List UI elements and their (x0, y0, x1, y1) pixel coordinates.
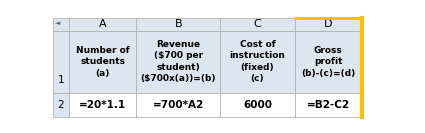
Bar (221, 93, 295, 117)
Bar (69, 31, 136, 93)
Text: B: B (175, 19, 182, 30)
Bar (295, 18, 362, 31)
Bar (136, 31, 221, 93)
Bar (295, 93, 362, 117)
Bar (136, 93, 221, 117)
Bar (53, 31, 69, 93)
Text: 1: 1 (58, 75, 64, 85)
Text: 6000: 6000 (243, 100, 272, 110)
Text: =B2-C2: =B2-C2 (307, 100, 350, 110)
Bar (221, 31, 295, 93)
Text: 2: 2 (58, 100, 64, 110)
Text: Number of
students
(a): Number of students (a) (76, 46, 130, 78)
Text: Gross
profit
(b)-(c)=(d): Gross profit (b)-(c)=(d) (301, 46, 355, 78)
Bar (136, 18, 221, 31)
Bar (69, 93, 136, 117)
Bar (53, 18, 69, 31)
Text: C: C (254, 19, 261, 30)
Text: Cost of
instruction
(fixed)
(c): Cost of instruction (fixed) (c) (230, 40, 286, 83)
Text: Revenue
($700 per
student)
($700x(a))=(b): Revenue ($700 per student) ($700x(a))=(b… (141, 40, 216, 83)
Bar (69, 18, 136, 31)
Bar (53, 93, 69, 117)
Bar (295, 31, 362, 93)
Text: ◄: ◄ (55, 20, 60, 26)
Text: =20*1.1: =20*1.1 (79, 100, 126, 110)
Text: A: A (99, 19, 107, 30)
Bar (221, 18, 295, 31)
Text: D: D (324, 19, 333, 30)
Text: =700*A2: =700*A2 (153, 100, 204, 110)
